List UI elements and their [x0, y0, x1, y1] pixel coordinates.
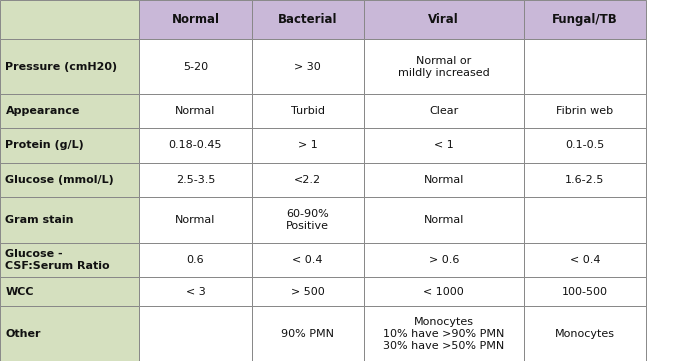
- Bar: [139, 243, 252, 277]
- Bar: [252, 277, 364, 306]
- Bar: [524, 128, 646, 162]
- Text: > 0.6: > 0.6: [428, 255, 459, 265]
- Text: 60-90%
Positive: 60-90% Positive: [286, 209, 329, 231]
- Bar: [0, 277, 139, 306]
- Text: Pressure (cmH20): Pressure (cmH20): [5, 62, 118, 72]
- Text: Protein (g/L): Protein (g/L): [5, 140, 84, 151]
- Text: Other: Other: [5, 329, 41, 339]
- Text: < 3: < 3: [186, 287, 205, 297]
- Bar: [139, 162, 252, 197]
- Text: <2.2: <2.2: [294, 175, 321, 184]
- Text: Appearance: Appearance: [5, 106, 80, 116]
- Text: Normal: Normal: [171, 13, 220, 26]
- Bar: [139, 94, 252, 128]
- Text: 90% PMN: 90% PMN: [282, 329, 334, 339]
- Bar: [0, 197, 139, 243]
- Bar: [524, 39, 646, 94]
- Text: Gram stain: Gram stain: [5, 215, 74, 225]
- Text: < 0.4: < 0.4: [292, 255, 323, 265]
- Bar: [524, 277, 646, 306]
- Text: Turbid: Turbid: [291, 106, 325, 116]
- Text: 0.1-0.5: 0.1-0.5: [565, 140, 605, 151]
- Bar: [364, 0, 524, 39]
- Bar: [524, 94, 646, 128]
- Text: Normal: Normal: [175, 215, 216, 225]
- Bar: [139, 277, 252, 306]
- Text: Monocytes
10% have >90% PMN
30% have >50% PMN: Monocytes 10% have >90% PMN 30% have >50…: [383, 317, 505, 351]
- Text: > 30: > 30: [294, 62, 321, 72]
- Text: < 0.4: < 0.4: [570, 255, 600, 265]
- Bar: [364, 39, 524, 94]
- Text: > 500: > 500: [291, 287, 324, 297]
- Text: Normal or
mildly increased: Normal or mildly increased: [398, 56, 490, 78]
- Text: 0.6: 0.6: [187, 255, 204, 265]
- Text: 2.5-3.5: 2.5-3.5: [176, 175, 215, 184]
- Text: Normal: Normal: [175, 106, 216, 116]
- Bar: [139, 0, 252, 39]
- Text: WCC: WCC: [5, 287, 34, 297]
- Bar: [0, 243, 139, 277]
- Bar: [364, 128, 524, 162]
- Text: Glucose -
CSF:Serum Ratio: Glucose - CSF:Serum Ratio: [5, 249, 110, 271]
- Bar: [364, 197, 524, 243]
- Bar: [252, 94, 364, 128]
- Text: Bacterial: Bacterial: [278, 13, 337, 26]
- Bar: [252, 306, 364, 361]
- Text: 5-20: 5-20: [183, 62, 208, 72]
- Text: < 1000: < 1000: [424, 287, 464, 297]
- Bar: [364, 94, 524, 128]
- Bar: [139, 197, 252, 243]
- Text: Normal: Normal: [424, 175, 464, 184]
- Bar: [139, 306, 252, 361]
- Bar: [252, 39, 364, 94]
- Bar: [252, 197, 364, 243]
- Text: Monocytes: Monocytes: [555, 329, 615, 339]
- Bar: [0, 306, 139, 361]
- Bar: [139, 39, 252, 94]
- Bar: [524, 243, 646, 277]
- Bar: [364, 162, 524, 197]
- Bar: [139, 128, 252, 162]
- Text: Fibrin web: Fibrin web: [556, 106, 613, 116]
- Text: Fungal/TB: Fungal/TB: [552, 13, 617, 26]
- Bar: [524, 306, 646, 361]
- Bar: [252, 0, 364, 39]
- Bar: [0, 162, 139, 197]
- Text: Viral: Viral: [428, 13, 459, 26]
- Text: Glucose (mmol/L): Glucose (mmol/L): [5, 175, 114, 184]
- Text: 0.18-0.45: 0.18-0.45: [169, 140, 222, 151]
- Bar: [252, 162, 364, 197]
- Bar: [0, 94, 139, 128]
- Text: < 1: < 1: [434, 140, 454, 151]
- Text: Clear: Clear: [429, 106, 458, 116]
- Bar: [252, 243, 364, 277]
- Bar: [524, 162, 646, 197]
- Bar: [524, 197, 646, 243]
- Bar: [0, 128, 139, 162]
- Text: > 1: > 1: [298, 140, 318, 151]
- Bar: [252, 128, 364, 162]
- Text: 1.6-2.5: 1.6-2.5: [565, 175, 605, 184]
- Bar: [364, 306, 524, 361]
- Bar: [364, 277, 524, 306]
- Text: Normal: Normal: [424, 215, 464, 225]
- Bar: [0, 0, 139, 39]
- Bar: [524, 0, 646, 39]
- Bar: [364, 243, 524, 277]
- Text: 100-500: 100-500: [562, 287, 608, 297]
- Bar: [0, 39, 139, 94]
